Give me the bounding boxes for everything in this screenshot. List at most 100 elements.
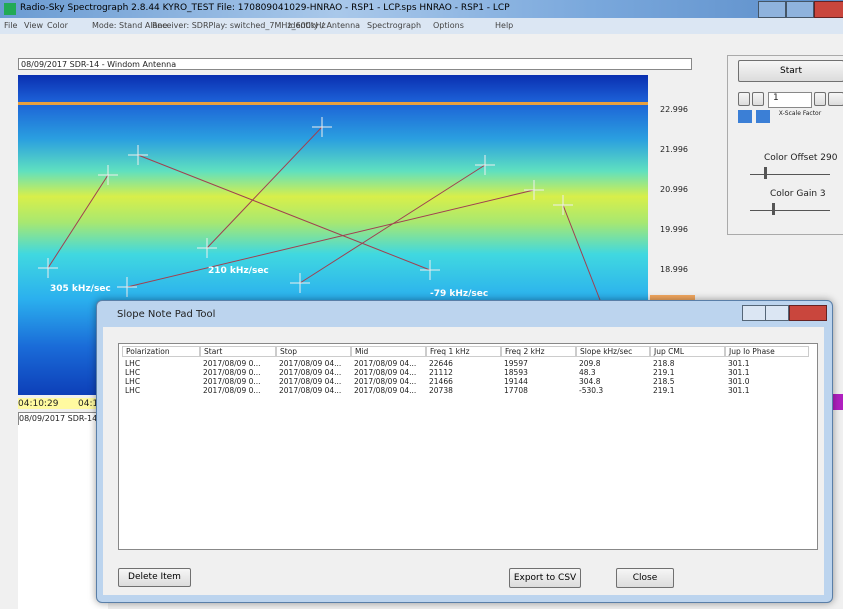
table-cell: -530.3 <box>579 386 603 395</box>
table-cell: 2017/08/09 04... <box>279 359 341 368</box>
interference-line <box>18 102 648 105</box>
close-dialog-button[interactable]: Close <box>616 568 674 588</box>
table-cell: 2017/08/09 04... <box>354 368 416 377</box>
table-cell: 19144 <box>504 377 528 386</box>
menu-item[interactable]: Identity / Antenna <box>288 21 360 30</box>
xscale-label: X-Scale Factor <box>778 110 822 117</box>
close-button[interactable] <box>789 305 827 321</box>
slider-thumb[interactable] <box>764 167 767 179</box>
table-cell: 218.8 <box>653 359 674 368</box>
table-cell: 21466 <box>429 377 453 386</box>
color-offset-label: Color Offset 290 <box>764 153 837 163</box>
tool-icon[interactable] <box>738 110 752 123</box>
column-header[interactable]: Mid <box>351 346 426 357</box>
next-button[interactable] <box>814 92 826 106</box>
table-cell: 218.5 <box>653 377 674 386</box>
page: Radio-Sky Spectrograph 2.8.44 KYRO_TEST … <box>0 0 843 609</box>
table-cell: 2017/08/09 0... <box>203 368 261 377</box>
table-cell: LHC <box>125 386 140 395</box>
table-cell: 20738 <box>429 386 453 395</box>
slope-annotation: 305 kHz/sec <box>50 284 111 294</box>
table-cell: 2017/08/09 04... <box>279 377 341 386</box>
table-cell: 209.8 <box>579 359 600 368</box>
window-title: Radio-Sky Spectrograph 2.8.44 KYRO_TEST … <box>20 3 510 13</box>
frequency-label: 19.996 <box>660 225 688 234</box>
offset-slider[interactable] <box>750 174 830 175</box>
table-cell: LHC <box>125 377 140 386</box>
table-cell: 219.1 <box>653 386 674 395</box>
tool-icon[interactable] <box>756 110 770 123</box>
frequency-label: 21.996 <box>660 145 688 154</box>
side-tab <box>833 394 843 410</box>
frequency-label: 18.996 <box>660 265 688 274</box>
minimize-button[interactable] <box>758 1 786 18</box>
column-header[interactable]: Freq 2 kHz <box>501 346 576 357</box>
maximize-button[interactable] <box>765 305 789 321</box>
menu-item[interactable]: Spectrograph <box>367 21 421 30</box>
frequency-label: 20.996 <box>660 185 688 194</box>
table-cell: 19597 <box>504 359 528 368</box>
table-cell: 2017/08/09 04... <box>354 386 416 395</box>
table-cell: 2017/08/09 04... <box>279 386 341 395</box>
menu-item[interactable]: View <box>24 21 43 30</box>
slope-annotation: 210 kHz/sec <box>208 266 269 276</box>
slope-dialog: Slope Note Pad Tool PolarizationStartSto… <box>96 300 833 603</box>
table-cell: 2017/08/09 04... <box>279 368 341 377</box>
column-header[interactable]: Jup Io Phase <box>725 346 809 357</box>
delete-button[interactable]: Delete Item <box>118 568 191 587</box>
table-cell: 22646 <box>429 359 453 368</box>
slider-thumb[interactable] <box>772 203 775 215</box>
maximize-button[interactable] <box>786 1 814 18</box>
column-header[interactable]: Stop <box>276 346 351 357</box>
table-cell: 21112 <box>429 368 453 377</box>
table-cell: 18593 <box>504 368 528 377</box>
menu-bar: FileViewColorMode: Stand AloneReceiver: … <box>0 18 843 34</box>
table-cell: 2017/08/09 04... <box>354 377 416 386</box>
slope-annotation: -79 kHz/sec <box>430 289 488 299</box>
menu-item[interactable]: Help <box>495 21 513 30</box>
page-input[interactable]: 1 <box>768 92 812 108</box>
lower-pane <box>18 425 108 609</box>
table-cell: 304.8 <box>579 377 600 386</box>
table-cell: 2017/08/09 0... <box>203 386 261 395</box>
export-button[interactable]: Export to CSV <box>509 568 581 588</box>
menu-item[interactable]: Color <box>47 21 68 30</box>
time-label: 04:10:29 <box>18 399 58 409</box>
table-cell: 301.1 <box>728 386 749 395</box>
table-cell: 301.0 <box>728 377 749 386</box>
color-gain-label: Color Gain 3 <box>770 189 826 199</box>
column-header[interactable]: Polarization <box>122 346 200 357</box>
spectrogram-header: 08/09/2017 SDR-14 - Windom Antenna <box>18 58 692 70</box>
menu-item[interactable]: File <box>4 21 17 30</box>
app-window: Radio-Sky Spectrograph 2.8.44 KYRO_TEST … <box>0 0 843 609</box>
table-cell: LHC <box>125 359 140 368</box>
frequency-label: 22.996 <box>660 105 688 114</box>
table-cell: 2017/08/09 0... <box>203 359 261 368</box>
title-bar: Radio-Sky Spectrograph 2.8.44 KYRO_TEST … <box>0 0 843 18</box>
dialog-title: Slope Note Pad Tool <box>117 309 215 320</box>
menu-item[interactable]: Options <box>433 21 464 30</box>
app-icon <box>4 3 16 15</box>
first-button[interactable] <box>738 92 750 106</box>
last-button[interactable] <box>828 92 843 106</box>
table-cell: 48.3 <box>579 368 596 377</box>
close-button[interactable] <box>814 1 843 18</box>
table-cell: 301.1 <box>728 359 749 368</box>
table-cell: 301.1 <box>728 368 749 377</box>
gain-slider[interactable] <box>750 210 830 211</box>
table-cell: LHC <box>125 368 140 377</box>
column-header[interactable]: Start <box>200 346 276 357</box>
control-panel: Start 1 X-Scale Factor Color Offset 290 … <box>727 55 843 235</box>
column-header[interactable]: Freq 1 kHz <box>426 346 501 357</box>
table-cell: 2017/08/09 0... <box>203 377 261 386</box>
column-header[interactable]: Jup CML <box>650 346 725 357</box>
table-cell: 17708 <box>504 386 528 395</box>
table-cell: 2017/08/09 04... <box>354 359 416 368</box>
column-header[interactable]: Slope kHz/sec <box>576 346 650 357</box>
prev-button[interactable] <box>752 92 764 106</box>
start-button[interactable]: Start <box>738 60 843 82</box>
table-cell: 219.1 <box>653 368 674 377</box>
minimize-button[interactable] <box>742 305 766 321</box>
